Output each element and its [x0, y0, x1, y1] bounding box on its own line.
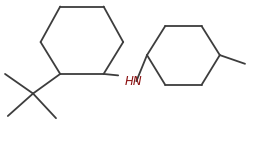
Text: HN: HN [125, 75, 143, 88]
